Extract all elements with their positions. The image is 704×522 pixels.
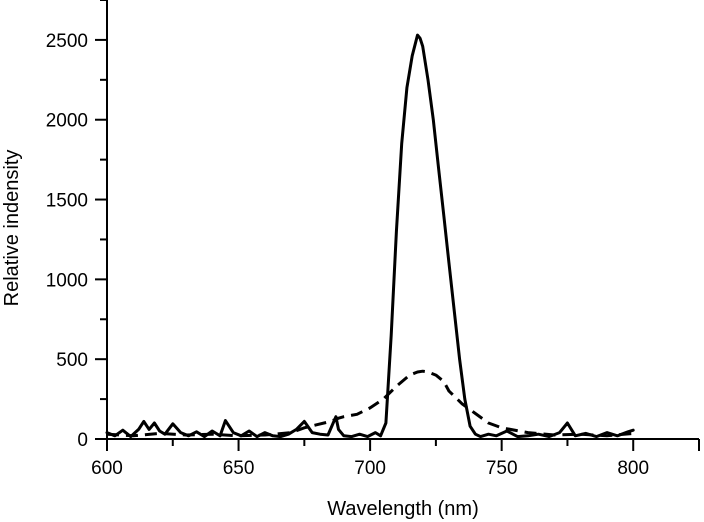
y-tick-label: 2500 — [46, 31, 88, 52]
y-tick-label: 2000 — [46, 111, 88, 132]
x-tick-label: 600 — [91, 458, 123, 479]
y-tick-label: 1000 — [46, 270, 88, 291]
x-axis-title: Wavelength (nm) — [327, 498, 479, 520]
x-tick-label: 700 — [354, 458, 386, 479]
series-layer — [105, 33, 635, 439]
y-tick-label: 500 — [56, 350, 88, 371]
axes-layer — [106, 0, 699, 440]
ticks-layer: 600 650 700 750 800 0 500 1000 1500 2000 2500 — [46, 0, 700, 479]
y-tick-label: 0 — [77, 430, 88, 451]
x-tick-label: 750 — [486, 458, 518, 479]
x-tick-label: 800 — [617, 458, 649, 479]
x-tick-label: 650 — [223, 458, 255, 479]
solid-series-line — [105, 33, 635, 439]
dashed-series-line — [106, 369, 634, 438]
y-tick-label: 1500 — [46, 191, 88, 212]
y-axis-title: Relative indensity — [1, 150, 23, 307]
